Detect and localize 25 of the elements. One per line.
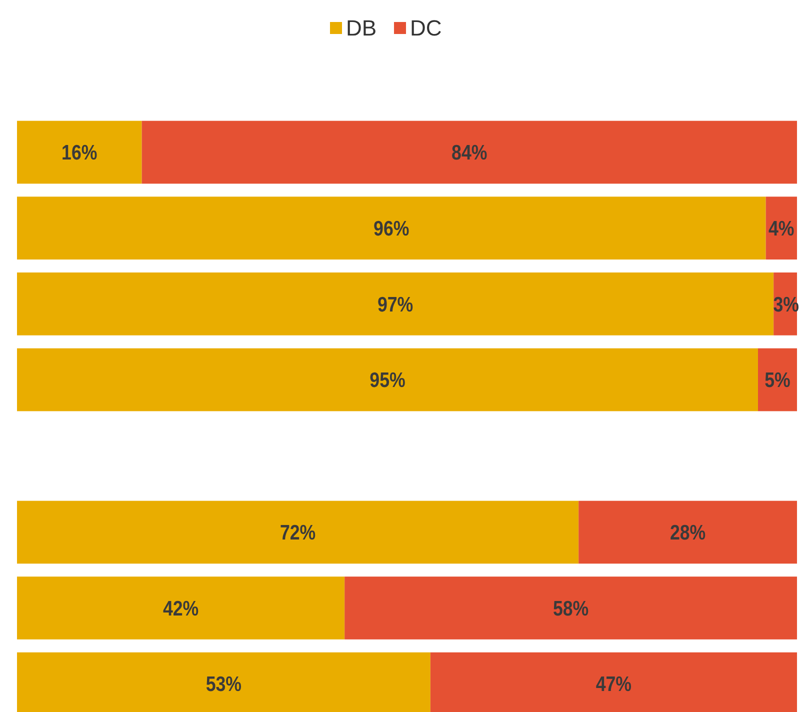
data-label: 72% <box>280 521 316 545</box>
data-label: 42% <box>162 597 199 621</box>
data-label: 28% <box>670 521 706 545</box>
legend-label: DB <box>346 16 377 41</box>
data-label: 16% <box>62 141 98 165</box>
data-label: 97% <box>377 292 414 317</box>
data-label: 58% <box>552 597 589 621</box>
bar <box>758 348 797 412</box>
data-label: 47% <box>596 672 632 697</box>
bar <box>344 576 797 640</box>
bar <box>17 348 758 412</box>
bar <box>578 500 797 564</box>
bar <box>17 272 774 336</box>
bar <box>17 500 579 564</box>
legend-label: DC <box>410 16 442 41</box>
data-label: 84% <box>452 141 488 165</box>
data-label: 53% <box>206 672 242 697</box>
data-label: 96% <box>374 217 410 241</box>
bar <box>17 576 345 640</box>
data-label: 95% <box>370 368 406 392</box>
bar <box>17 120 142 184</box>
data-label: 5% <box>764 368 790 392</box>
bar <box>142 120 797 184</box>
bar <box>17 196 766 260</box>
data-label: 4% <box>768 217 794 241</box>
